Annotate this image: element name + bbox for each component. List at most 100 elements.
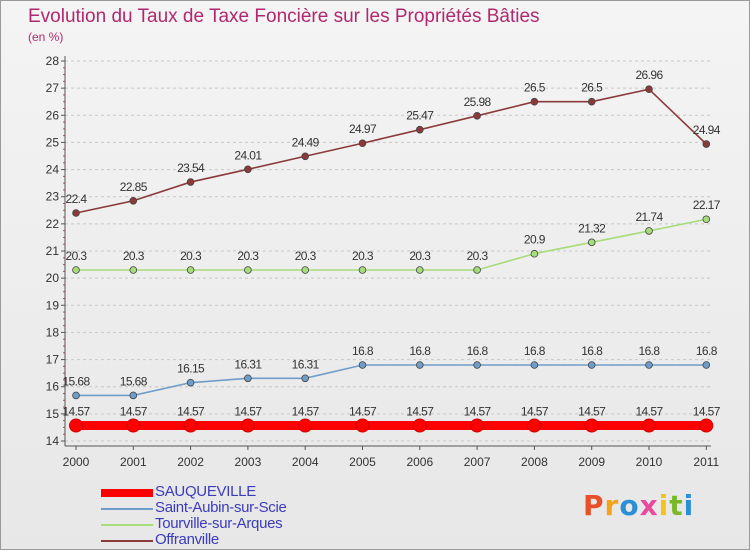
legend-label: Offranville [155, 531, 219, 548]
series-line-3 [75, 88, 707, 214]
data-label: 26.5 [524, 81, 546, 95]
data-label: 16.15 [177, 362, 205, 376]
data-label: 22.4 [66, 192, 88, 206]
data-label: 21.32 [578, 221, 606, 235]
data-label: 25.47 [406, 109, 434, 123]
logo-letter: i [683, 489, 695, 522]
data-label: 16.8 [409, 344, 431, 358]
data-label: 26.5 [581, 81, 603, 95]
data-label: 24.49 [292, 135, 320, 149]
data-point [415, 125, 424, 134]
data-label: 16.8 [696, 344, 718, 358]
chart-subtitle: (en %) [28, 30, 64, 44]
data-label: 14.57 [693, 405, 721, 419]
data-point [645, 361, 653, 369]
data-point [72, 209, 80, 217]
legend-label: Saint-Aubin-sur-Scie [155, 499, 287, 516]
logo-letter: t [669, 489, 684, 522]
x-tick-label: 2011 [693, 455, 719, 469]
data-label: 20.3 [237, 249, 259, 263]
data-point [186, 178, 195, 186]
data-label: 14.57 [292, 405, 320, 419]
data-label: 24.94 [693, 123, 721, 137]
data-point [183, 418, 198, 433]
logo-letter: P [583, 489, 605, 522]
data-point [415, 266, 424, 274]
series-line-1 [76, 364, 707, 397]
data-label: 23.54 [177, 161, 205, 175]
data-point [358, 139, 367, 148]
logo-letter: i [658, 489, 670, 522]
x-tick-label: 2006 [406, 455, 433, 469]
legend-swatch [101, 524, 153, 526]
data-point [244, 165, 252, 174]
y-tick-label: 18 [46, 325, 60, 339]
data-label: 22.85 [120, 180, 148, 194]
data-point [72, 391, 80, 400]
data-point [358, 266, 367, 274]
data-point [301, 374, 310, 383]
x-tick-label: 2001 [120, 455, 147, 469]
data-point [301, 266, 310, 274]
y-tick-label: 27 [46, 81, 60, 95]
y-tick-label: 24 [46, 163, 60, 177]
data-label: 25.98 [464, 95, 492, 109]
data-point [702, 140, 711, 148]
data-label: 14.57 [177, 405, 205, 419]
data-point [587, 238, 596, 247]
logo-letter: x [639, 489, 659, 522]
data-label: 16.8 [352, 344, 374, 358]
data-label: 14.57 [635, 405, 663, 419]
data-label: 16.31 [234, 357, 262, 371]
legend-label: SAUQUEVILLE [155, 483, 256, 500]
data-label: 14.57 [521, 405, 549, 419]
x-tick-label: 2008 [521, 455, 548, 469]
data-point [412, 418, 427, 433]
x-tick-label: 2004 [292, 455, 319, 469]
data-point [470, 418, 485, 433]
data-point [301, 152, 310, 161]
logo-letter: r [604, 489, 620, 522]
data-point [186, 266, 195, 274]
data-point [702, 361, 711, 369]
data-point [244, 374, 252, 383]
data-label: 16.8 [467, 344, 489, 358]
data-point [527, 418, 542, 433]
y-tick-label: 26 [46, 108, 60, 122]
data-label: 16.8 [581, 344, 603, 358]
x-tick-label: 2009 [578, 455, 605, 469]
data-label: 20.3 [409, 249, 431, 263]
data-label: 14.57 [234, 405, 262, 419]
y-tick-label: 25 [46, 135, 60, 149]
data-label: 16.8 [524, 344, 546, 358]
data-label: 16.8 [639, 344, 661, 358]
data-label: 24.01 [234, 148, 262, 162]
data-point [645, 227, 653, 235]
data-point [530, 361, 539, 369]
series-line-2 [76, 218, 707, 271]
data-label: 21.74 [635, 210, 663, 224]
data-point [702, 215, 711, 224]
legend-label: Tourville-sur-Arques [155, 515, 283, 532]
data-point [298, 418, 313, 433]
data-label: 20.3 [66, 249, 88, 263]
data-point [699, 418, 714, 433]
y-tick-label: 16 [46, 380, 60, 394]
x-tick-label: 2010 [636, 455, 663, 469]
data-point [473, 112, 481, 120]
data-point [126, 418, 141, 433]
y-tick-label: 22 [46, 217, 60, 231]
data-point [530, 97, 539, 106]
x-tick-label: 2000 [63, 455, 90, 469]
legend-swatch [101, 508, 153, 510]
x-tick-label: 2003 [235, 455, 262, 469]
data-label: 14.57 [578, 405, 606, 419]
data-point [244, 266, 252, 274]
data-label: 14.57 [406, 405, 434, 419]
data-label: 14.57 [464, 405, 492, 419]
data-label: 20.9 [524, 233, 546, 247]
data-point [473, 266, 481, 274]
data-label: 20.3 [467, 249, 489, 263]
data-label: 26.96 [635, 68, 663, 82]
